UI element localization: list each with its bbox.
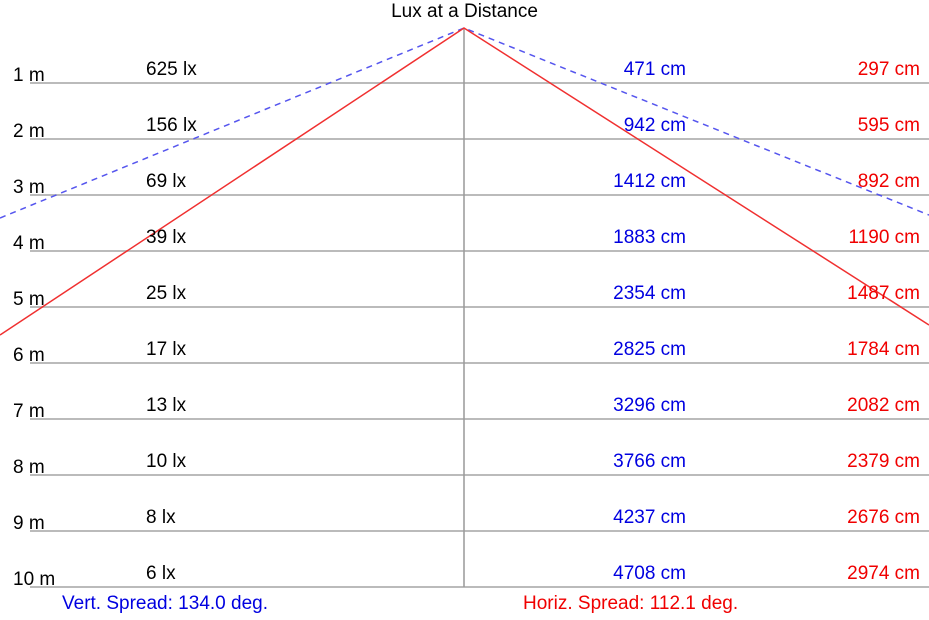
horizontal-width-value: 2676 cm <box>847 507 920 528</box>
horizontal-width-value: 892 cm <box>857 171 920 192</box>
lux-value: 69 lx <box>146 171 187 192</box>
lux-value: 25 lx <box>146 283 187 304</box>
lux-value: 156 lx <box>146 115 197 136</box>
vertical-width-value: 3766 cm <box>613 451 686 472</box>
distance-label: 5 m <box>13 289 45 310</box>
lux-value: 13 lx <box>146 395 187 416</box>
distance-label: 8 m <box>13 457 45 478</box>
lux-value: 8 lx <box>146 507 176 528</box>
distance-label: 3 m <box>13 177 45 198</box>
distance-label: 6 m <box>13 345 45 366</box>
distance-label: 2 m <box>13 121 45 142</box>
lux-value: 6 lx <box>146 563 176 584</box>
distance-label: 9 m <box>13 513 45 534</box>
vertical-width-value: 4237 cm <box>613 507 686 528</box>
vertical-spread-label: Vert. Spread: 134.0 deg. <box>62 593 268 614</box>
horizontal-spread-label: Horiz. Spread: 112.1 deg. <box>523 593 739 614</box>
vertical-width-value: 3296 cm <box>613 395 686 416</box>
distance-label: 7 m <box>13 401 45 422</box>
horizontal-width-value: 2974 cm <box>847 563 920 584</box>
vertical-width-value: 942 cm <box>623 115 686 136</box>
horizontal-width-value: 2082 cm <box>847 395 920 416</box>
distance-label: 10 m <box>13 569 56 590</box>
vertical-width-value: 2825 cm <box>613 339 686 360</box>
horizontal-width-value: 1487 cm <box>847 283 920 304</box>
vertical-width-value: 4708 cm <box>613 563 686 584</box>
horizontal-width-value: 595 cm <box>857 115 920 136</box>
horizontal-width-value: 2379 cm <box>847 451 920 472</box>
horizontal-width-value: 297 cm <box>857 59 920 80</box>
lux-value: 39 lx <box>146 227 187 248</box>
vertical-width-value: 1412 cm <box>613 171 686 192</box>
vertical-width-value: 2354 cm <box>613 283 686 304</box>
diagram-title: Lux at a Distance <box>391 1 538 22</box>
lux-value: 10 lx <box>146 451 187 472</box>
vertical-width-value: 1883 cm <box>613 227 686 248</box>
lux-value: 17 lx <box>146 339 187 360</box>
horizontal-width-value: 1190 cm <box>848 227 920 248</box>
horizontal-width-value: 1784 cm <box>847 339 920 360</box>
distance-label: 1 m <box>13 65 45 86</box>
lux-value: 625 lx <box>146 59 197 80</box>
vertical-spread-line <box>0 27 929 219</box>
horizontal-spread-line <box>0 27 929 336</box>
vertical-width-value: 471 cm <box>623 59 686 80</box>
distance-label: 4 m <box>13 233 45 254</box>
